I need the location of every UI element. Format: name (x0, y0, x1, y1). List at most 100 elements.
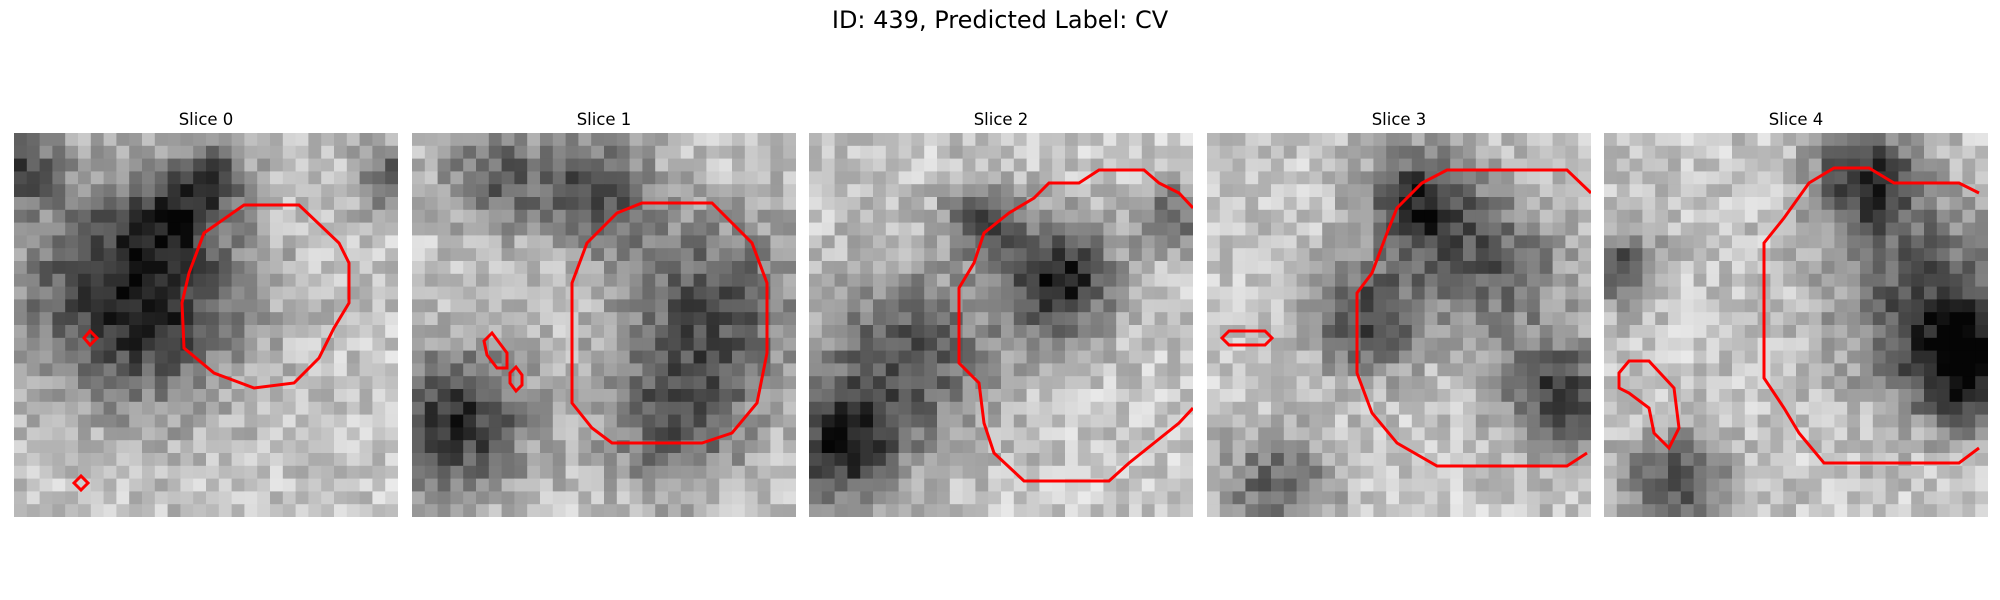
pixel (295, 414, 309, 428)
pixel (437, 145, 451, 160)
pixel (1347, 504, 1362, 517)
pixel (1039, 337, 1053, 352)
pixel (527, 286, 541, 300)
pixel (1129, 171, 1143, 185)
pixel (680, 261, 695, 275)
pixel (1488, 171, 1502, 185)
pixel (834, 504, 848, 517)
pixel (1373, 312, 1387, 326)
pixel (334, 401, 348, 416)
pixel (1552, 209, 1566, 224)
pixel (821, 145, 836, 160)
pixel (1309, 389, 1323, 403)
pixel (1296, 465, 1310, 480)
pixel (1488, 414, 1502, 428)
pixel (1706, 235, 1720, 249)
pixel (90, 222, 105, 236)
pixel (1578, 363, 1591, 377)
pixel (1565, 299, 1579, 313)
pixel (1039, 261, 1053, 275)
pixel (1219, 261, 1234, 275)
pixel (1821, 261, 1835, 275)
pixel (655, 337, 669, 352)
pixel (693, 235, 707, 249)
pixel (885, 299, 900, 313)
pixel (1732, 312, 1746, 326)
pixel (1001, 504, 1015, 517)
pixel (1167, 312, 1181, 326)
pixel (1077, 209, 1092, 224)
pixel (642, 184, 656, 198)
pixel (26, 453, 41, 467)
pixel (578, 273, 592, 288)
pixel (552, 337, 567, 352)
pixel (334, 286, 348, 300)
pixel (1258, 389, 1272, 403)
pixel (26, 184, 41, 198)
pixel (527, 440, 541, 454)
pixel (809, 401, 823, 416)
pixel (1207, 350, 1221, 364)
pixel (450, 401, 464, 416)
pixel (604, 299, 618, 313)
pixel (501, 504, 515, 517)
pixel (501, 299, 515, 313)
pixel (1488, 197, 1502, 211)
pixel (1539, 286, 1554, 300)
pixel (1872, 184, 1887, 198)
pixel (90, 197, 105, 211)
pixel (129, 453, 143, 467)
pixel (39, 401, 53, 416)
pixel (1834, 491, 1848, 505)
pixel (1154, 248, 1168, 262)
pixel (1411, 401, 1426, 416)
pixel (1424, 440, 1438, 454)
pixel (578, 184, 592, 198)
pixel (65, 145, 79, 160)
pixel (1399, 491, 1413, 505)
pixel (463, 261, 477, 275)
pixel (1077, 376, 1092, 390)
pixel (463, 248, 477, 262)
pixel (1283, 171, 1298, 185)
pixel (834, 401, 848, 416)
pixel (1783, 261, 1797, 275)
pixel (1386, 427, 1400, 441)
pixel (1527, 453, 1541, 467)
pixel (1885, 325, 1899, 339)
pixel (129, 440, 143, 454)
pixel (1706, 197, 1720, 211)
pixel (321, 286, 335, 300)
pixel (1924, 491, 1938, 505)
pixel (1578, 389, 1591, 403)
pixel (295, 299, 309, 313)
pixel (167, 465, 181, 480)
pixel (655, 491, 669, 505)
pixel (1565, 261, 1579, 275)
pixel (975, 171, 989, 185)
pixel (680, 273, 695, 288)
pixel (295, 325, 309, 339)
pixel (1141, 401, 1156, 416)
pixel (1450, 337, 1464, 352)
pixel (450, 465, 464, 480)
pixel (501, 222, 515, 236)
pixel (770, 273, 784, 288)
pixel (540, 491, 554, 505)
pixel (257, 440, 271, 454)
pixel (501, 261, 515, 275)
pixel (732, 453, 746, 467)
pixel (873, 299, 887, 313)
pixel (78, 427, 92, 441)
pixel (103, 453, 117, 467)
pixel (1975, 261, 1988, 275)
pixel (437, 209, 451, 224)
pixel (1141, 363, 1156, 377)
pixel (1001, 478, 1015, 492)
pixel (1450, 273, 1464, 288)
pixel (52, 453, 66, 467)
pixel (154, 376, 169, 390)
pixel (1616, 337, 1631, 352)
pixel (1539, 427, 1554, 441)
pixel (821, 465, 836, 480)
